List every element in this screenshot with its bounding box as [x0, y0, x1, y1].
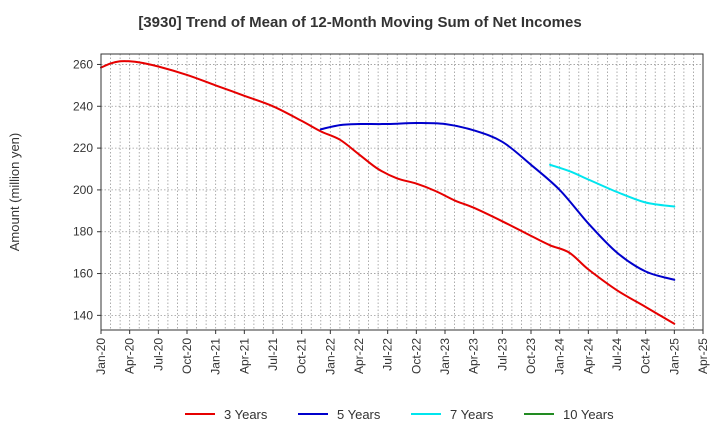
x-tick-label: Jan-23	[438, 338, 452, 375]
series-line-3-years	[100, 60, 676, 325]
y-tick-label: 160	[73, 267, 93, 281]
x-tick-label: Oct-23	[524, 338, 538, 374]
x-tick-label: Jul-21	[266, 338, 280, 371]
x-tick-label: Apr-22	[352, 338, 366, 374]
x-tick-label: Oct-20	[180, 338, 194, 374]
x-axis-ticks: Jan-20 Apr-20 Jul-20 Oct-20 Jan-21 Apr-21 Jul-…	[94, 330, 710, 375]
y-tick-label: 180	[73, 225, 93, 239]
y-tick-label: 220	[73, 141, 93, 155]
plot-frame	[100, 53, 704, 331]
series-line-5-years	[319, 121, 676, 281]
y-tick-label: 140	[73, 308, 93, 322]
x-tick-label: Apr-21	[237, 338, 251, 374]
y-tick-label: 200	[73, 183, 93, 197]
legend-label-5-years: 5 Years	[337, 407, 381, 422]
x-tick-label: Apr-24	[581, 338, 595, 374]
x-tick-label: Apr-25	[696, 338, 710, 374]
x-tick-label: Apr-20	[123, 338, 137, 374]
x-tick-label: Oct-24	[639, 338, 653, 374]
legend-label-3-years: 3 Years	[224, 407, 268, 422]
y-tick-label: 260	[73, 57, 93, 71]
y-tick-label: 240	[73, 99, 93, 113]
legend-label-7-years: 7 Years	[450, 407, 494, 422]
x-tick-label: Jan-21	[209, 338, 223, 375]
y-axis-title: Amount (million yen)	[7, 133, 22, 252]
x-tick-label: Jul-22	[381, 338, 395, 371]
x-tick-label: Jan-22	[323, 338, 337, 375]
chart-title: [3930] Trend of Mean of 12-Month Moving …	[138, 14, 582, 31]
x-tick-label: Jan-25	[667, 338, 681, 375]
x-tick-label: Jul-24	[610, 338, 624, 371]
x-tick-label: Jan-24	[553, 338, 567, 375]
x-tick-label: Apr-23	[467, 338, 481, 374]
legend: 3 Years 5 Years 7 Years 10 Years	[185, 407, 614, 422]
series-line-7-years	[549, 163, 676, 208]
x-tick-label: Oct-22	[409, 338, 423, 374]
y-axis-ticks: 140 160 180 200 220 240 260	[73, 57, 101, 322]
x-tick-label: Jul-20	[151, 338, 165, 371]
grid-lines	[100, 54, 704, 330]
legend-label-10-years: 10 Years	[563, 407, 614, 422]
x-tick-label: Oct-21	[295, 338, 309, 374]
x-tick-label: Jul-23	[495, 338, 509, 371]
x-tick-label: Jan-20	[94, 338, 108, 375]
series-lines	[100, 60, 676, 325]
